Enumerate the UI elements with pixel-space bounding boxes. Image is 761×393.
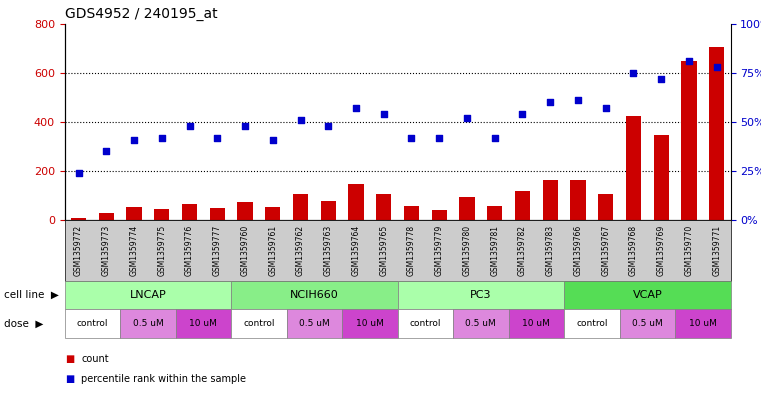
Point [377,111,390,117]
Bar [515,191,530,220]
Bar [209,208,225,220]
Text: 10 uM: 10 uM [522,319,550,328]
Point [433,134,445,141]
Text: GSM1359772: GSM1359772 [74,225,83,276]
Text: control: control [244,319,275,328]
Point [212,134,224,141]
Bar [598,193,613,220]
Bar [431,210,447,220]
Text: GSM1359783: GSM1359783 [546,225,555,276]
Text: GSM1359764: GSM1359764 [352,225,361,276]
Text: GSM1359766: GSM1359766 [574,225,582,276]
Text: GSM1359780: GSM1359780 [463,225,472,276]
Text: GSM1359767: GSM1359767 [601,225,610,276]
Text: GSM1359781: GSM1359781 [490,225,499,276]
Point [322,123,334,129]
Point [406,134,418,141]
Bar [265,208,280,220]
Text: count: count [81,354,109,364]
Bar [404,206,419,220]
Point [266,136,279,143]
Bar [376,193,391,220]
Point [627,70,639,76]
Point [128,136,140,143]
Text: GSM1359776: GSM1359776 [185,225,194,276]
Bar [126,207,142,220]
Text: GSM1359762: GSM1359762 [296,225,305,276]
Point [544,99,556,105]
Bar [71,218,86,220]
Bar [654,135,669,220]
Text: GSM1359770: GSM1359770 [684,225,693,276]
Point [600,105,612,111]
Text: ■: ■ [65,354,74,364]
Bar [543,180,558,220]
Text: 10 uM: 10 uM [689,319,717,328]
Bar [487,206,502,220]
Bar [626,116,641,220]
Text: GSM1359763: GSM1359763 [323,225,333,276]
Point [683,58,695,64]
Bar [681,61,696,220]
Point [100,148,113,154]
Text: GSM1359773: GSM1359773 [102,225,111,276]
Point [655,75,667,82]
Bar [570,180,586,220]
Point [156,134,168,141]
Text: GSM1359775: GSM1359775 [158,225,167,276]
Point [183,123,196,129]
Point [72,170,84,176]
Point [239,123,251,129]
Text: GSM1359779: GSM1359779 [435,225,444,276]
Text: control: control [576,319,607,328]
Bar [320,201,336,220]
Text: 10 uM: 10 uM [356,319,384,328]
Text: NCIH660: NCIH660 [290,290,339,300]
Text: percentile rank within the sample: percentile rank within the sample [81,374,247,384]
Text: GSM1359777: GSM1359777 [213,225,221,276]
Text: GSM1359760: GSM1359760 [240,225,250,276]
Text: GSM1359768: GSM1359768 [629,225,638,276]
Text: control: control [77,319,108,328]
Text: GSM1359774: GSM1359774 [129,225,139,276]
Text: GSM1359761: GSM1359761 [269,225,277,276]
Text: 0.5 uM: 0.5 uM [466,319,496,328]
Bar [99,213,114,220]
Text: ■: ■ [65,374,74,384]
Bar [709,48,724,220]
Bar [237,202,253,220]
Text: PC3: PC3 [470,290,492,300]
Text: GSM1359769: GSM1359769 [657,225,666,276]
Bar [293,194,308,220]
Text: 10 uM: 10 uM [189,319,218,328]
Bar [154,209,170,220]
Text: 0.5 uM: 0.5 uM [299,319,330,328]
Text: GDS4952 / 240195_at: GDS4952 / 240195_at [65,7,218,21]
Point [350,105,362,111]
Text: cell line  ▶: cell line ▶ [4,290,59,300]
Text: 0.5 uM: 0.5 uM [632,319,663,328]
Point [489,134,501,141]
Point [711,64,723,70]
Point [517,111,529,117]
Bar [182,204,197,220]
Bar [349,184,364,220]
Text: GSM1359782: GSM1359782 [518,225,527,276]
Text: GSM1359771: GSM1359771 [712,225,721,276]
Point [461,115,473,121]
Text: GSM1359778: GSM1359778 [407,225,416,276]
Text: VCAP: VCAP [632,290,662,300]
Text: GSM1359765: GSM1359765 [379,225,388,276]
Text: 0.5 uM: 0.5 uM [132,319,164,328]
Text: control: control [409,319,441,328]
Point [295,117,307,123]
Point [572,97,584,103]
Text: LNCAP: LNCAP [129,290,167,300]
Text: dose  ▶: dose ▶ [4,318,43,329]
Bar [460,197,475,220]
